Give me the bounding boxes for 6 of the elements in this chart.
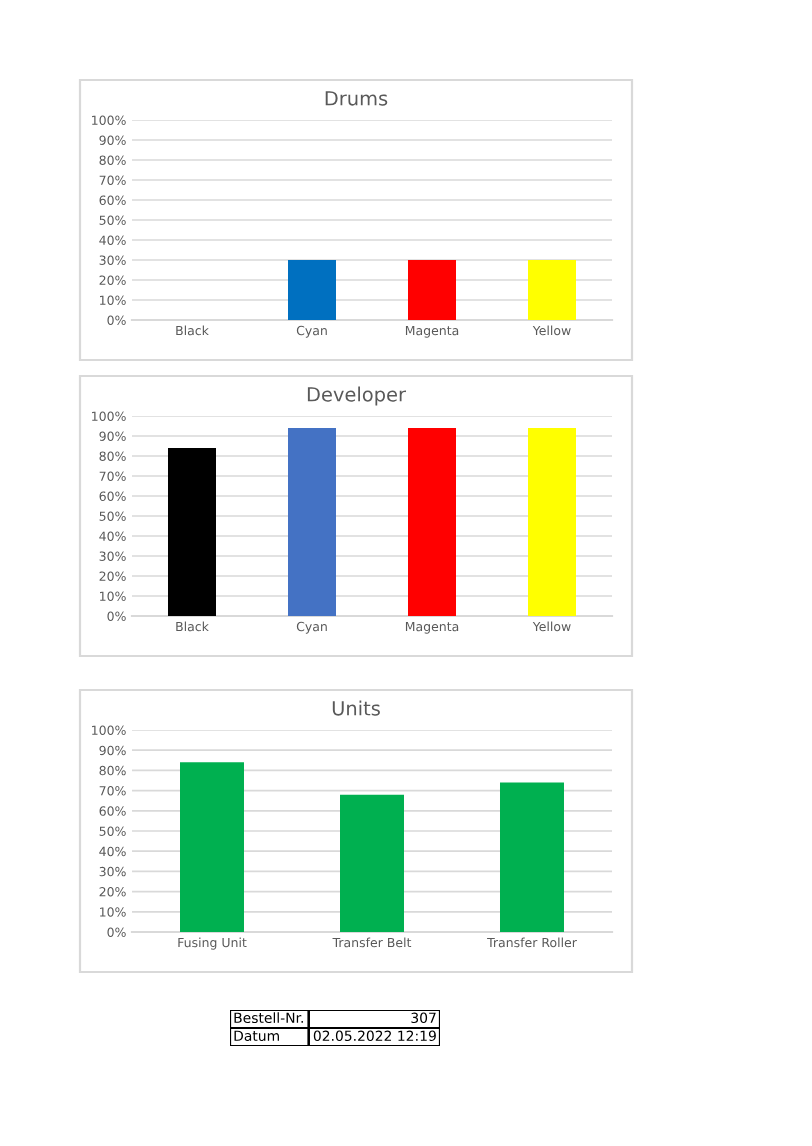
bar — [340, 794, 404, 932]
chart-title: Drums — [325, 91, 388, 106]
chart-title: Developer — [307, 386, 406, 406]
bar — [500, 782, 564, 932]
chart-title: Units — [332, 700, 380, 716]
bar — [180, 762, 244, 932]
